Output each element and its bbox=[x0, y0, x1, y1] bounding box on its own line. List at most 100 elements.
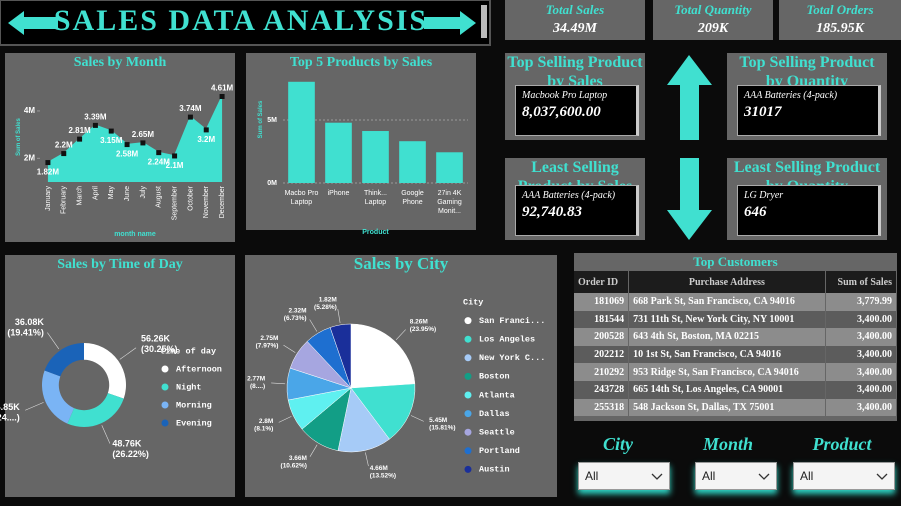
header-row: Order ID Purchase Address Sum of Sales bbox=[574, 271, 898, 293]
point-marker bbox=[61, 151, 67, 157]
point-marker bbox=[124, 142, 130, 148]
table-cell: 10 1st St, San Francisco, CA 94016 bbox=[628, 345, 826, 364]
table-cell: 3,400.00 bbox=[825, 328, 898, 346]
card-box: AAA Batteries (4-pack) 31017 bbox=[737, 85, 881, 136]
point-marker bbox=[156, 150, 162, 156]
data-label: 1.82M bbox=[37, 168, 60, 177]
percent-label: (24....) bbox=[0, 412, 20, 422]
point-marker bbox=[92, 122, 98, 128]
point-marker bbox=[77, 136, 83, 142]
chart-title: Sales by Time of Day bbox=[57, 257, 183, 272]
percent-label: (30.25%) bbox=[141, 344, 178, 354]
x-tick-label: August bbox=[156, 186, 163, 208]
filter-dropdown[interactable]: All bbox=[578, 462, 670, 490]
card-value: 31017 bbox=[744, 104, 782, 120]
percent-label: (5.28%) bbox=[314, 304, 337, 311]
table-cell: 3,400.00 bbox=[825, 398, 898, 417]
leader-line bbox=[119, 347, 137, 360]
card-box: Macbook Pro Laptop 8,037,600.00 bbox=[515, 85, 639, 136]
slice bbox=[67, 393, 124, 428]
kpi-card: Total Quantity 209K bbox=[653, 0, 773, 40]
data-label: 48.76K bbox=[112, 438, 142, 448]
card-item: AAA Batteries (4-pack) bbox=[744, 90, 838, 101]
table-cell: 3,400.00 bbox=[825, 345, 898, 364]
legend-title: City bbox=[463, 297, 483, 307]
table-cell: 548 Jackson St, Dallas, TX 75001 bbox=[628, 398, 826, 417]
legend-marker bbox=[161, 419, 169, 427]
table-cell: 181544 bbox=[574, 310, 630, 329]
table-cell: 731 11th St, New York City, NY 10001 bbox=[628, 310, 826, 329]
data-label: 2.8M bbox=[259, 418, 273, 425]
card-item: AAA Batteries (4-pack) bbox=[522, 190, 616, 201]
x-tick-label: September bbox=[171, 185, 178, 220]
legend-label: Afternoon bbox=[176, 364, 222, 374]
table-cell: 3,400.00 bbox=[825, 310, 898, 329]
customers-table: Order ID Purchase Address Sum of Sales 1810… bbox=[574, 271, 898, 417]
table-cell: 181069 bbox=[574, 293, 630, 311]
x-tick-label: 27in 4K Gaming Monit... bbox=[437, 190, 462, 215]
data-label: 2.32M bbox=[288, 308, 306, 315]
point-marker bbox=[45, 160, 51, 166]
filter-label: Month bbox=[702, 434, 754, 454]
data-label: 5.45M bbox=[429, 417, 447, 424]
slice bbox=[350, 383, 416, 440]
data-label: 2.58M bbox=[116, 150, 139, 159]
bar bbox=[436, 152, 463, 183]
leader-line bbox=[101, 425, 111, 444]
filter-value[interactable]: All bbox=[702, 469, 716, 483]
leader-line bbox=[278, 416, 292, 423]
legend-label: Seattle bbox=[479, 427, 515, 437]
filter-value[interactable]: All bbox=[585, 469, 599, 483]
kpi-label: Total Sales bbox=[545, 2, 605, 17]
filter-dropdown[interactable]: All bbox=[793, 462, 895, 490]
table-cell: 665 14th St, Los Angeles, CA 90001 bbox=[628, 380, 826, 399]
kpi-label: Total Orders bbox=[806, 2, 874, 17]
chart-title: Top 5 Products by Sales bbox=[290, 55, 433, 70]
percent-label: (26.22%) bbox=[112, 449, 149, 459]
product-card: Top Selling Product by Sales Macbook Pro … bbox=[505, 53, 645, 140]
x-tick-label: April bbox=[92, 186, 99, 200]
chevron[interactable] bbox=[651, 473, 663, 481]
x-tick-label: December bbox=[219, 185, 226, 218]
leader-line bbox=[283, 344, 296, 353]
x-tick-label: July bbox=[140, 186, 147, 199]
legend-marker bbox=[464, 372, 472, 380]
legend-marker bbox=[464, 335, 472, 343]
card-item: Macbook Pro Laptop bbox=[522, 90, 608, 101]
data-label: 2.24M bbox=[148, 158, 171, 167]
x-tick-label: Think... Laptop bbox=[364, 190, 387, 206]
legend-label: San Franci... bbox=[479, 316, 545, 326]
percent-label: (8.1%) bbox=[254, 426, 273, 433]
x-axis-label: month name bbox=[114, 231, 156, 238]
kpi-value: 185.95K bbox=[816, 21, 864, 36]
kpi-label: Total Quantity bbox=[674, 2, 752, 17]
legend-label: Austin bbox=[479, 465, 510, 475]
column-header: Order ID bbox=[574, 271, 630, 293]
slice bbox=[329, 323, 352, 389]
leader-line bbox=[309, 444, 318, 457]
bar bbox=[399, 141, 426, 183]
legend-marker bbox=[161, 365, 169, 373]
filter-dropdown[interactable]: All bbox=[695, 462, 777, 490]
legend-marker bbox=[161, 383, 169, 391]
kpi-value: 34.49M bbox=[553, 21, 597, 36]
chart-title: Sales by Month bbox=[74, 55, 167, 70]
filter-value[interactable]: All bbox=[800, 469, 814, 483]
table-cell: 953 Ridge St, San Francisco, CA 94016 bbox=[628, 363, 826, 381]
leader-line bbox=[410, 415, 424, 422]
data-label: 3.15M bbox=[100, 136, 123, 145]
card-box: LG Dryer 646 bbox=[737, 185, 881, 236]
point-marker bbox=[140, 140, 146, 146]
point-marker bbox=[203, 127, 209, 133]
chart-title: Sales by City bbox=[354, 254, 449, 273]
card-value: 92,740.83 bbox=[522, 204, 582, 220]
legend-marker bbox=[161, 401, 169, 409]
percent-label: (15.81%) bbox=[429, 424, 455, 431]
legend-marker bbox=[464, 447, 472, 455]
table-cell: 643 4th St, Boston, MA 02215 bbox=[628, 328, 826, 346]
chevron[interactable] bbox=[876, 473, 888, 481]
chevron[interactable] bbox=[758, 473, 770, 481]
table-row: 181069 668 Park St, San Francisco, CA 940… bbox=[574, 293, 898, 311]
